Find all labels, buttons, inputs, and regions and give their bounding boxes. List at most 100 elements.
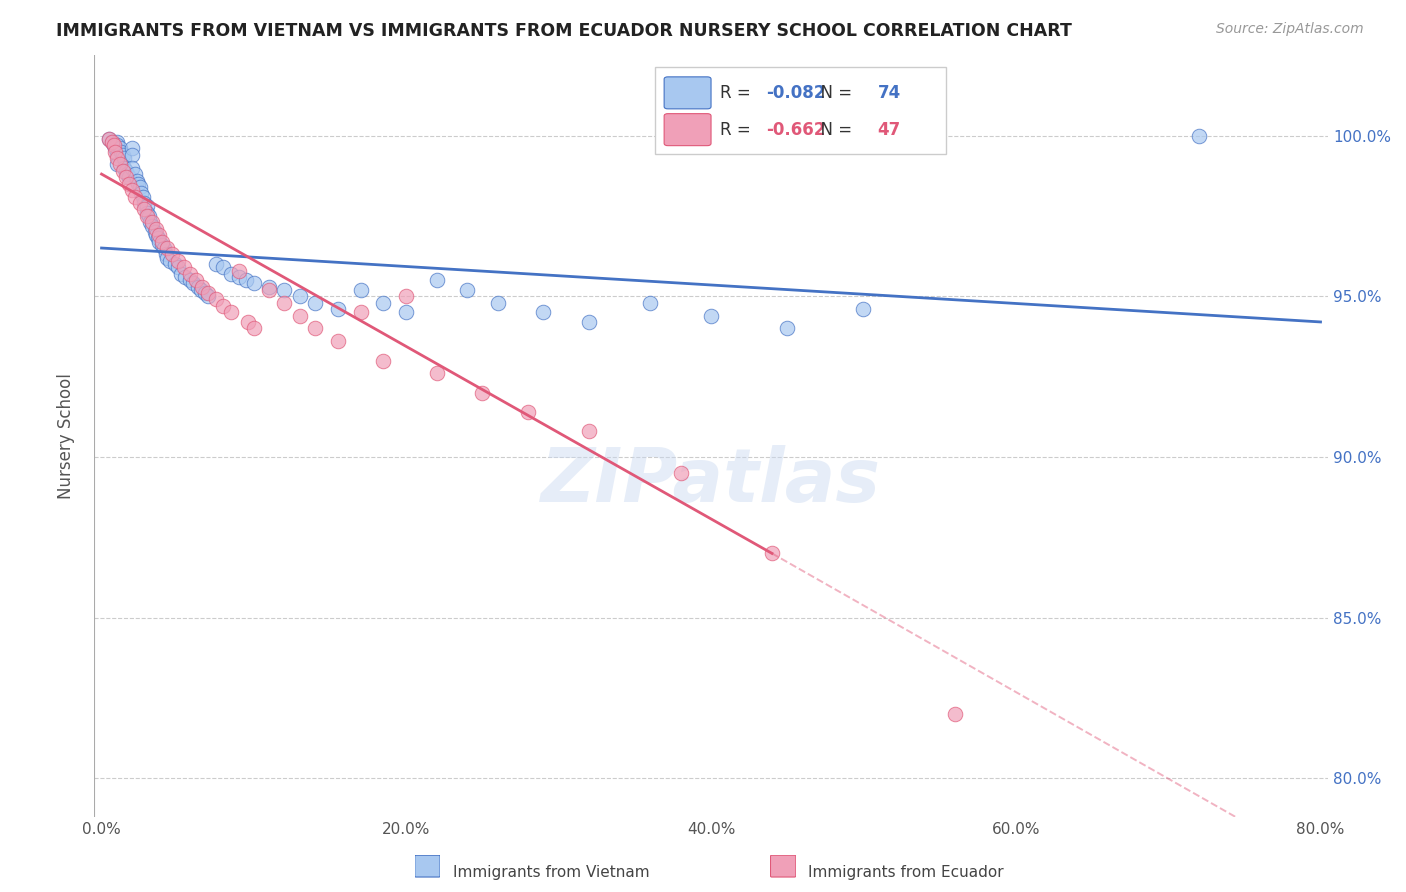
Point [105,151,128,165]
Point [117,167,139,181]
Text: N =: N = [810,84,858,102]
Point [118,170,141,185]
Point [288,289,311,303]
FancyBboxPatch shape [415,855,440,877]
Point [173,260,195,275]
Point [163,257,186,271]
Point [243,321,266,335]
Point [349,283,371,297]
Point [128,196,150,211]
Point [111,164,134,178]
Point [134,202,156,217]
Point [105,157,128,171]
Point [108,141,131,155]
Point [205,257,228,271]
Point [155,247,177,261]
Point [152,237,174,252]
Point [101,135,124,149]
Point [184,273,207,287]
FancyBboxPatch shape [655,67,945,154]
Point [143,225,166,239]
Point [129,186,152,201]
Point [141,219,163,233]
Point [219,305,242,319]
Point [145,221,167,235]
Point [104,145,127,159]
Point [104,141,127,155]
Point [471,385,494,400]
Point [669,466,692,480]
Point [181,277,204,291]
Point [128,180,150,194]
Point [395,305,418,319]
Point [121,141,143,155]
Point [118,177,141,191]
Point [190,283,212,297]
Point [228,269,250,284]
Point [257,279,280,293]
Point [141,215,163,229]
Point [486,295,509,310]
Point [166,260,188,275]
Point [136,205,159,219]
Point [326,302,349,317]
Point [578,315,600,329]
Point [152,235,174,249]
Point [273,295,295,310]
Point [197,289,219,303]
Text: R =: R = [720,120,755,138]
Point [105,135,128,149]
Point [228,263,250,277]
Point [373,353,395,368]
Point [124,167,146,181]
Point [110,145,132,159]
Point [533,305,555,319]
Point [160,247,183,261]
Point [101,135,124,149]
FancyBboxPatch shape [770,855,796,877]
Point [395,289,418,303]
Point [186,279,208,293]
Point [852,302,875,317]
Point [1188,128,1211,143]
Point [166,253,188,268]
Point [139,215,162,229]
Point [156,251,179,265]
Point [212,260,235,275]
Point [761,546,783,560]
Point [236,315,259,329]
Point [179,267,201,281]
Point [159,253,181,268]
Point [578,424,600,438]
Point [115,170,138,185]
Point [148,235,170,249]
Point [121,183,143,197]
Point [273,283,295,297]
Point [194,285,217,300]
Point [112,151,135,165]
Point [304,321,326,335]
Point [98,132,121,146]
Point [326,334,349,349]
Point [103,138,125,153]
Point [127,177,149,191]
Point [108,157,131,171]
Text: R =: R = [720,84,755,102]
Text: N =: N = [810,120,858,138]
Point [153,241,176,255]
Point [124,189,146,203]
Point [373,295,395,310]
Point [136,199,159,213]
Point [205,293,228,307]
Point [191,279,214,293]
Point [304,295,326,310]
Point [638,295,661,310]
Point [146,231,169,245]
Point [426,367,449,381]
Point [145,228,167,243]
Point [700,309,723,323]
Point [156,241,179,255]
Point [121,161,143,175]
Text: 47: 47 [877,120,901,138]
Text: Immigrants from Vietnam: Immigrants from Vietnam [453,865,650,880]
